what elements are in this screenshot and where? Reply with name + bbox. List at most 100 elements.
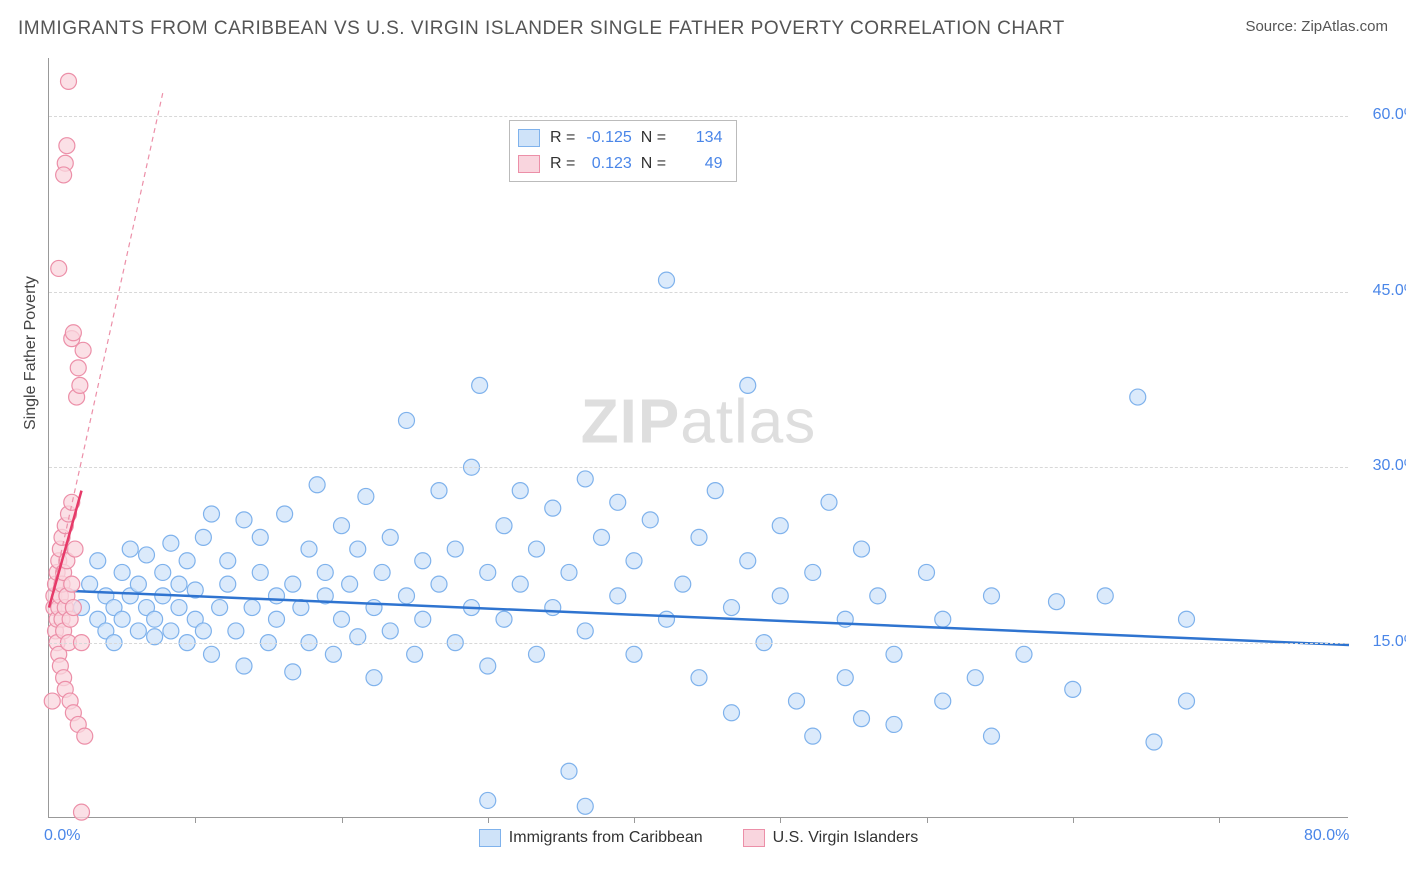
series-swatch-1b <box>743 829 765 847</box>
data-point <box>204 646 220 662</box>
gridline <box>49 292 1348 293</box>
data-point <box>65 325 81 341</box>
data-point <box>886 716 902 732</box>
data-point <box>529 646 545 662</box>
bottom-legend: Immigrants from Caribbean U.S. Virgin Is… <box>49 829 1348 847</box>
data-point <box>407 646 423 662</box>
data-point <box>805 728 821 744</box>
data-point <box>90 553 106 569</box>
data-point <box>577 471 593 487</box>
data-point <box>496 518 512 534</box>
data-point <box>334 611 350 627</box>
data-point <box>724 705 740 721</box>
data-point <box>220 576 236 592</box>
data-point <box>366 600 382 616</box>
x-tick <box>927 817 928 823</box>
data-point <box>74 804 90 820</box>
data-point <box>366 670 382 686</box>
data-point <box>659 272 675 288</box>
data-point <box>317 564 333 580</box>
data-point <box>512 483 528 499</box>
data-point <box>594 529 610 545</box>
plot-svg <box>49 58 1348 817</box>
data-point <box>252 529 268 545</box>
data-point <box>147 611 163 627</box>
data-point <box>935 693 951 709</box>
data-point <box>545 500 561 516</box>
data-point <box>610 494 626 510</box>
y-tick-label: 45.0% <box>1353 282 1406 300</box>
data-point <box>195 529 211 545</box>
data-point <box>545 600 561 616</box>
data-point <box>72 377 88 393</box>
series-swatch-0b <box>479 829 501 847</box>
data-point <box>139 547 155 563</box>
data-point <box>870 588 886 604</box>
data-point <box>77 728 93 744</box>
chart-title: IMMIGRANTS FROM CARIBBEAN VS U.S. VIRGIN… <box>18 18 1065 40</box>
data-point <box>64 576 80 592</box>
plot-area: ZIPatlas R = -0.125 N = 134 R = 0.123 N … <box>48 58 1348 818</box>
data-point <box>228 623 244 639</box>
data-point <box>171 576 187 592</box>
data-point <box>935 611 951 627</box>
data-point <box>195 623 211 639</box>
data-point <box>740 377 756 393</box>
data-point <box>114 564 130 580</box>
data-point <box>163 535 179 551</box>
x-tick <box>634 817 635 823</box>
data-point <box>130 576 146 592</box>
data-point <box>130 623 146 639</box>
data-point <box>82 576 98 592</box>
x-tick <box>1073 817 1074 823</box>
data-point <box>204 506 220 522</box>
data-point <box>561 564 577 580</box>
data-point <box>577 623 593 639</box>
data-point <box>325 646 341 662</box>
data-point <box>512 576 528 592</box>
data-point <box>342 576 358 592</box>
data-point <box>480 792 496 808</box>
data-point <box>212 600 228 616</box>
data-point <box>1179 611 1195 627</box>
data-point <box>480 658 496 674</box>
data-point <box>984 728 1000 744</box>
data-point <box>821 494 837 510</box>
source-attribution: Source: ZipAtlas.com <box>1245 18 1388 35</box>
data-point <box>472 377 488 393</box>
data-point <box>805 564 821 580</box>
x-axis-label: 0.0% <box>44 827 80 845</box>
data-point <box>772 518 788 534</box>
data-point <box>610 588 626 604</box>
data-point <box>1130 389 1146 405</box>
data-point <box>480 564 496 580</box>
data-point <box>626 553 642 569</box>
data-point <box>269 588 285 604</box>
data-point <box>236 658 252 674</box>
data-point <box>114 611 130 627</box>
data-point <box>171 600 187 616</box>
data-point <box>1065 681 1081 697</box>
data-point <box>122 541 138 557</box>
data-point <box>447 541 463 557</box>
data-point <box>772 588 788 604</box>
data-point <box>919 564 935 580</box>
data-point <box>252 564 268 580</box>
x-tick <box>342 817 343 823</box>
data-point <box>399 588 415 604</box>
y-tick-label: 15.0% <box>1353 633 1406 651</box>
data-point <box>277 506 293 522</box>
data-point <box>155 564 171 580</box>
x-tick <box>780 817 781 823</box>
data-point <box>886 646 902 662</box>
data-point <box>1049 594 1065 610</box>
data-point <box>67 541 83 557</box>
data-point <box>350 541 366 557</box>
data-point <box>56 167 72 183</box>
data-point <box>415 553 431 569</box>
data-point <box>1016 646 1032 662</box>
data-point <box>561 763 577 779</box>
data-point <box>382 623 398 639</box>
data-point <box>358 488 374 504</box>
bottom-legend-item-1: U.S. Virgin Islanders <box>743 829 919 847</box>
